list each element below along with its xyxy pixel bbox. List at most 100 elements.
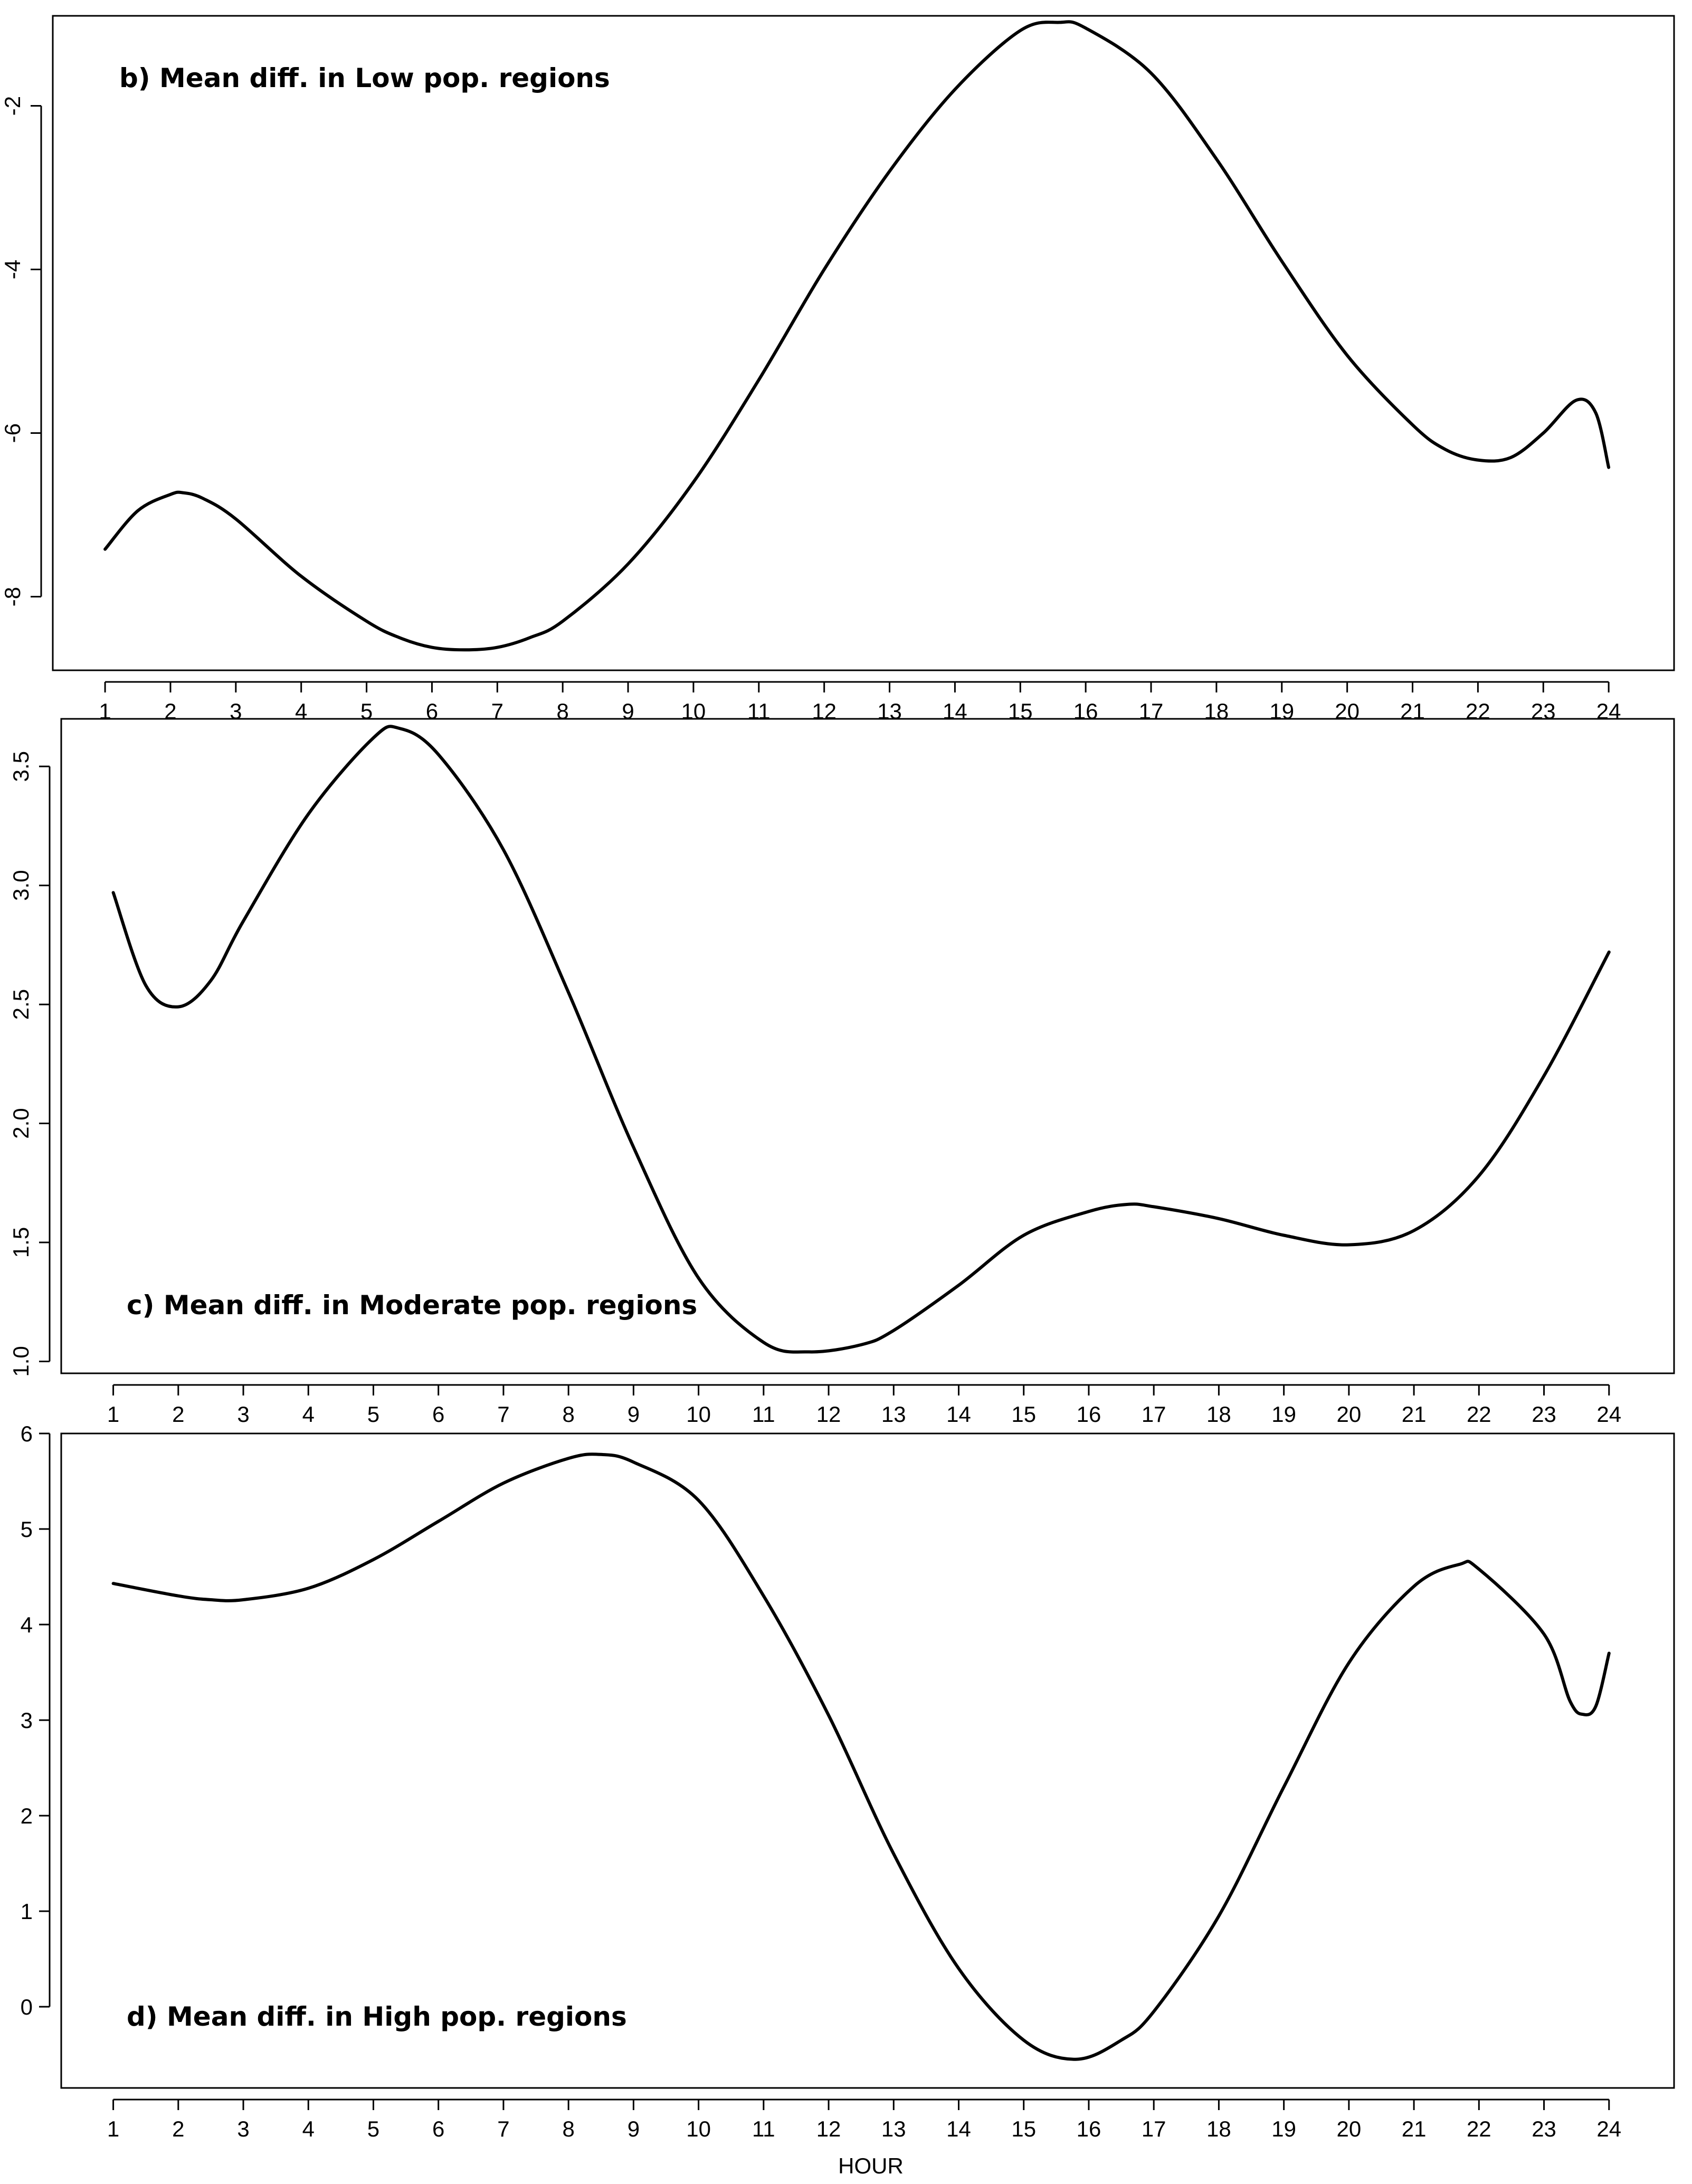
x-tick-label: 6: [432, 1402, 444, 1427]
panel-title: d) Mean diff. in High pop. regions: [127, 2001, 627, 2032]
x-tick-label: 16: [1077, 1402, 1101, 1427]
x-tick-label: 15: [1011, 1402, 1036, 1427]
y-tick-label: 3.0: [8, 870, 33, 900]
y-tick-label: 1: [21, 1899, 33, 1924]
y-tick-label: 0: [21, 1995, 33, 2019]
x-tick-label: 2: [172, 1402, 184, 1427]
x-tick-label: 23: [1532, 1402, 1556, 1427]
x-tick-label: 17: [1142, 2116, 1166, 2141]
x-tick-label: 12: [816, 1402, 841, 1427]
x-tick-label: 18: [1206, 1402, 1231, 1427]
x-tick-label: 22: [1466, 699, 1490, 724]
y-axis: 0 1 2 3 4 5 6: [21, 1421, 51, 2019]
x-tick-label: 1: [107, 1402, 119, 1427]
x-tick-label: 4: [302, 2116, 315, 2141]
x-tick-label: 11: [747, 699, 771, 724]
y-tick-label: 6: [21, 1421, 33, 1446]
x-tick-label: 14: [943, 699, 967, 724]
x-tick-label: 3: [237, 1402, 249, 1427]
y-tick-label: 3.5: [8, 751, 33, 782]
y-tick-label: 2.0: [8, 1108, 33, 1138]
x-tick-label: 19: [1271, 1402, 1296, 1427]
x-tick-label: 14: [946, 2116, 971, 2141]
series-line: [111, 725, 1611, 1354]
y-tick-label: -6: [0, 423, 25, 443]
panel-moderate-pop: 1.01.52.02.53.03.5 1 2 3 4 5 6 7 8 9 10 11 12 13 14 15…: [8, 718, 1675, 1427]
y-tick-label: 4: [21, 1612, 33, 1637]
x-tick-label: 21: [1402, 2116, 1427, 2141]
x-axis: 1 2 3 4 5 6 7 8 9 10 11 12 13 14 15 16 17 18 19 20 21 22 23 24: [99, 681, 1621, 724]
x-tick-label: 13: [877, 699, 902, 724]
x-tick-label: 8: [557, 699, 569, 724]
x-tick-label: 11: [752, 1402, 775, 1427]
panel-low-pop: -8-6-4-2 1 2 3 4 5 6 7 8 9 10 11 12 13 14 15 16 17 18 19 20…: [0, 15, 1675, 724]
x-tick-label: 20: [1337, 2116, 1362, 2141]
x-tick-label: 11: [752, 2116, 775, 2141]
x-tick-label: 8: [562, 1402, 574, 1427]
x-tick-label: 16: [1077, 2116, 1101, 2141]
x-tick-label: 21: [1400, 699, 1425, 724]
plot-frame: [60, 1432, 1675, 2089]
x-tick-label: 22: [1467, 2116, 1491, 2141]
x-tick-label: 10: [681, 699, 706, 724]
x-tick-label: 9: [622, 699, 634, 724]
panel-title: c) Mean diff. in Moderate pop. regions: [127, 1290, 697, 1321]
x-tick-label: 3: [237, 2116, 249, 2141]
y-tick-label: -2: [0, 96, 25, 116]
x-tick-label: 3: [230, 699, 242, 724]
x-tick-label: 4: [295, 699, 307, 724]
y-tick-label: 5: [21, 1517, 33, 1542]
y-tick-label: -4: [0, 260, 25, 279]
x-tick-label: 15: [1011, 2116, 1036, 2141]
x-tick-label: 6: [426, 699, 438, 724]
y-tick-label: -8: [0, 587, 25, 606]
x-tick-label: 9: [628, 1402, 640, 1427]
x-tick-label: 7: [497, 2116, 509, 2141]
x-tick-label: 17: [1142, 1402, 1166, 1427]
x-tick-label: 18: [1206, 2116, 1231, 2141]
x-tick-label: 4: [302, 1402, 315, 1427]
x-tick-label: 17: [1139, 699, 1164, 724]
y-tick-label: 3: [21, 1708, 33, 1733]
x-tick-label: 1: [99, 699, 111, 724]
x-tick-label: 2: [164, 699, 176, 724]
x-tick-label: 21: [1402, 1402, 1427, 1427]
x-tick-label: 12: [812, 699, 837, 724]
x-tick-label: 20: [1337, 1402, 1362, 1427]
y-tick-label: 2.5: [8, 989, 33, 1020]
x-axis-title: HOUR: [838, 2153, 904, 2178]
y-tick-label: 1.0: [8, 1346, 33, 1376]
plot-frame: [52, 15, 1675, 671]
x-tick-label: 19: [1271, 2116, 1296, 2141]
panel-title: b) Mean diff. in Low pop. regions: [119, 63, 610, 93]
x-tick-label: 6: [432, 2116, 444, 2141]
x-tick-label: 22: [1467, 1402, 1491, 1427]
x-tick-label: 7: [497, 1402, 509, 1427]
x-tick-label: 24: [1596, 699, 1621, 724]
plot-frame: [60, 718, 1675, 1374]
x-tick-label: 10: [686, 1402, 711, 1427]
x-tick-label: 15: [1008, 699, 1033, 724]
x-tick-label: 8: [562, 2116, 574, 2141]
x-tick-label: 16: [1073, 699, 1098, 724]
y-axis: 1.0 1.5 2.0 2.5 3.0 3.5: [8, 751, 51, 1377]
x-tick-label: 18: [1204, 699, 1229, 724]
x-tick-label: 7: [491, 699, 503, 724]
x-tick-label: 23: [1532, 2116, 1556, 2141]
x-tick-label: 24: [1596, 1402, 1621, 1427]
series-line: [103, 20, 1611, 652]
x-tick-label: 10: [686, 2116, 711, 2141]
x-tick-label: 13: [881, 2116, 906, 2141]
x-tick-label: 9: [628, 2116, 640, 2141]
y-tick-label: 2: [21, 1803, 33, 1828]
x-tick-label: 20: [1335, 699, 1360, 724]
x-tick-label: 12: [816, 2116, 841, 2141]
series-line: [111, 1452, 1611, 2061]
x-tick-label: 5: [367, 1402, 379, 1427]
y-tick-label: 1.5: [8, 1227, 33, 1258]
x-tick-label: 14: [946, 1402, 971, 1427]
x-tick-label: 19: [1269, 699, 1294, 724]
x-tick-label: 13: [881, 1402, 906, 1427]
x-tick-label: 2: [172, 2116, 184, 2141]
